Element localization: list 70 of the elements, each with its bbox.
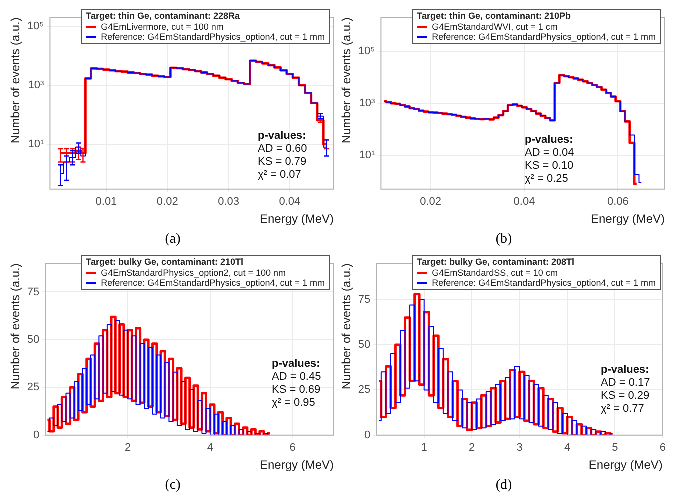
legend-label: Reference: G4EmStandardPhysics_option4, cut = 1 mm xyxy=(432,278,656,288)
y-tick-label: 75 xyxy=(358,294,371,306)
x-tick-label: 2 xyxy=(124,442,132,454)
x-tick-label: 5 xyxy=(612,442,618,454)
y-axis-title: Number of events (a.u.) xyxy=(8,264,23,390)
x-tick-label: 2 xyxy=(469,442,476,454)
y-axis-title: Number of events (a.u.) xyxy=(8,18,23,144)
legend-label: G4EmLivermore, cut = 100 nm xyxy=(101,22,224,32)
legend-label: G4EmStandardSS, cut = 10 cm xyxy=(432,268,558,278)
y-tick-label: 0 xyxy=(364,429,371,442)
annotation: AD = 0.45 xyxy=(272,371,322,384)
legend-label: Reference: G4EmStandardPhysics_option4, cut = 1 mm xyxy=(432,32,656,42)
annotation: χ² = 0.95 xyxy=(272,397,316,410)
y-axis-title: Number of events (a.u.) xyxy=(340,18,354,144)
x-tick-label: 4 xyxy=(564,442,571,454)
annotation: χ² = 0.77 xyxy=(601,403,646,416)
x-tick-label: 0.04 xyxy=(514,196,536,208)
legend-title: Target: bulky Ge, contaminant: 208Tl xyxy=(417,257,576,267)
annotation: AD = 0.17 xyxy=(601,377,650,390)
x-tick-label: 0.02 xyxy=(420,196,442,208)
y-tick-label: 25 xyxy=(358,384,371,396)
annotation: KS = 0.10 xyxy=(525,160,574,173)
y-tick-label: 10⁵ xyxy=(27,20,44,33)
legend-label: Reference: G4EmStandardPhysics_option4, cut = 1 mm xyxy=(101,32,325,42)
annotation: p-values: xyxy=(525,134,574,147)
y-axis-title: Number of events (a.u.) xyxy=(340,264,354,390)
annotation: KS = 0.79 xyxy=(258,156,308,169)
x-tick-label: 3 xyxy=(516,442,523,454)
text: (d) xyxy=(494,478,514,494)
y-tick-label: 10³ xyxy=(359,98,376,110)
x-tick-label: 4 xyxy=(207,442,214,454)
annotation: p-values: xyxy=(258,130,308,143)
x-tick-label: 1 xyxy=(421,442,428,454)
y-tick-label: 50 xyxy=(27,334,40,346)
x-axis-title: Energy (MeV) xyxy=(260,458,334,472)
legend-title: Target: bulky Ge, contaminant: 210Tl xyxy=(86,257,244,267)
annotation: KS = 0.69 xyxy=(272,384,322,397)
x-tick-label: 0.04 xyxy=(279,196,301,208)
x-axis-title: Energy (MeV) xyxy=(590,212,665,226)
text: (a) xyxy=(164,232,182,248)
annotation: AD = 0.60 xyxy=(258,143,308,156)
annotation: p-values: xyxy=(272,358,322,371)
annotation: KS = 0.29 xyxy=(601,390,650,403)
legend-title: Target: thin Ge, contaminant: 210Pb xyxy=(417,11,572,21)
x-axis-title: Energy (MeV) xyxy=(588,458,663,472)
x-tick-label: 0.03 xyxy=(218,196,240,208)
annotation: AD = 0.04 xyxy=(525,147,574,160)
annotation: χ² = 0.25 xyxy=(525,173,570,186)
x-tick-label: 6 xyxy=(290,442,296,454)
x-tick-label: 6 xyxy=(660,442,666,454)
y-tick-label: 50 xyxy=(358,339,371,352)
text: (c) xyxy=(164,478,182,494)
annotation: χ² = 0.07 xyxy=(258,169,302,182)
annotation: p-values: xyxy=(601,364,650,377)
y-tick-label: 10³ xyxy=(28,80,45,92)
y-tick-label: 10¹ xyxy=(28,138,45,151)
x-tick-label: 0.06 xyxy=(607,196,629,208)
y-tick-label: 10¹ xyxy=(359,150,376,162)
y-tick-label: 75 xyxy=(27,286,40,298)
x-tick-label: 0.02 xyxy=(156,196,178,208)
legend-title: Target: thin Ge, contaminant: 228Ra xyxy=(86,11,241,21)
legend-label: G4EmStandardWVI, cut = 1 cm xyxy=(432,22,558,32)
y-tick-label: 10⁵ xyxy=(358,45,376,58)
y-tick-label: 0 xyxy=(34,429,40,442)
legend-label: Reference: G4EmStandardPhysics_option4, cut = 1 mm xyxy=(101,278,325,288)
x-axis-title: Energy (MeV) xyxy=(260,212,334,226)
legend-label: G4EmStandardPhysics_option2, cut = 100 nm xyxy=(101,268,286,278)
x-tick-label: 0.01 xyxy=(96,196,118,208)
text: (b) xyxy=(494,232,514,248)
y-tick-label: 25 xyxy=(27,382,40,394)
